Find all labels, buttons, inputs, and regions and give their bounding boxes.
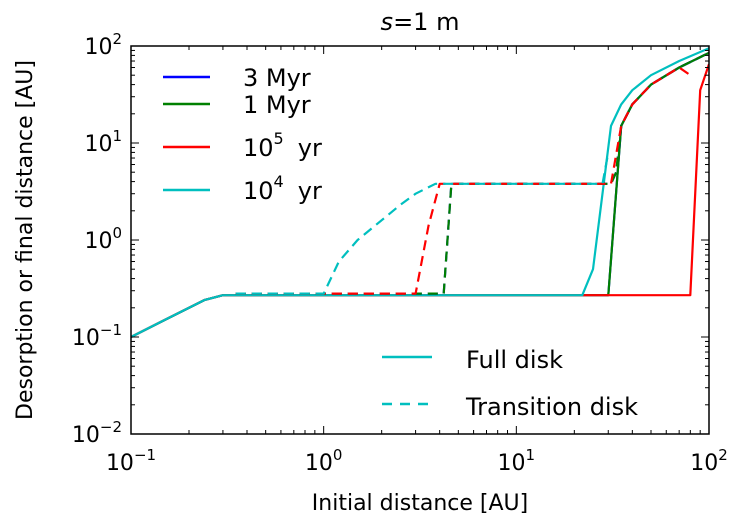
series-line-transition-5 — [235, 51, 709, 295]
plot-series — [131, 47, 709, 338]
legend-disk-types: Full disk Transition disk — [382, 346, 638, 421]
series-line-full-3 — [131, 47, 709, 338]
y-tick-label: 101 — [84, 127, 122, 157]
y-tick-label: 10−2 — [72, 418, 122, 448]
y-axis-label: Desorption or final distance [AU] — [13, 60, 38, 420]
legend-label-age-3: 104 yr — [243, 172, 322, 205]
legend-label-age-2: 105 yr — [243, 129, 322, 162]
x-tick-label: 100 — [305, 446, 343, 476]
chart-title: s=1 m — [381, 8, 460, 36]
y-tick-label: 100 — [84, 224, 122, 254]
x-axis-label: Initial distance [AU] — [312, 491, 528, 516]
y-tick-label: 10−1 — [72, 321, 122, 351]
series-line-transition-6 — [235, 66, 691, 295]
x-tick-label: 102 — [690, 446, 728, 476]
chart-title-text: s=1 m — [381, 8, 460, 36]
legend-label-disk-0: Full disk — [466, 346, 563, 374]
series-line-transition-7 — [235, 152, 610, 295]
x-tick-label: 10−1 — [106, 446, 156, 476]
axis-ticks — [130, 45, 710, 435]
legend-label-disk-1: Transition disk — [465, 393, 638, 421]
y-tick-label: 102 — [84, 30, 122, 60]
legend-label-age-0: 3 Myr — [243, 64, 311, 92]
legend-label-age-1: 1 Myr — [243, 91, 311, 119]
x-tick-label: 101 — [498, 446, 536, 476]
